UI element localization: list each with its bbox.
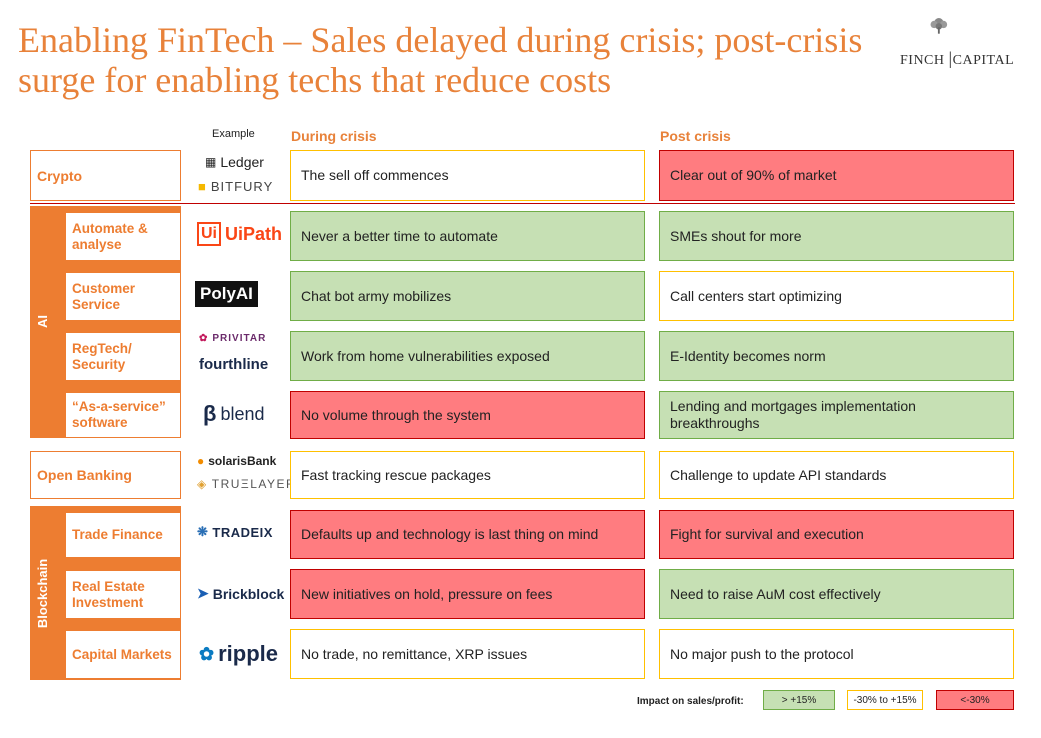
category-customer-service: Customer Service bbox=[65, 272, 181, 321]
cell-customer-service-post: Call centers start optimizing bbox=[659, 271, 1014, 321]
cell-as-a-service-during: No volume through the system bbox=[290, 391, 645, 439]
brand-privitar: ✿ PRIVITAR bbox=[199, 333, 267, 344]
cell-trade-finance-post: Fight for survival and execution bbox=[659, 510, 1014, 559]
brand-truelayer: ◈ TRUΞLAYER bbox=[197, 477, 297, 491]
header-during-crisis: During crisis bbox=[291, 128, 377, 144]
brand-blend: β blend bbox=[203, 401, 265, 426]
brand-bitfury: ■ BITFURY bbox=[198, 179, 274, 194]
brand-polyai: PolyAI bbox=[195, 281, 258, 307]
blend-icon: β bbox=[203, 401, 217, 426]
category-trade-finance: Trade Finance bbox=[65, 512, 181, 558]
cell-open-banking-post: Challenge to update API standards bbox=[659, 451, 1014, 499]
header-post-crisis: Post crisis bbox=[660, 128, 731, 144]
brand-ripple: ✿ ripple bbox=[199, 641, 278, 666]
cell-automate-post: SMEs shout for more bbox=[659, 211, 1014, 261]
category-automate-analyse: Automate & analyse bbox=[65, 212, 181, 261]
cell-regtech-during: Work from home vulnerabilities exposed bbox=[290, 331, 645, 381]
brand-brickblock: ➤ Brickblock bbox=[197, 585, 285, 602]
group-ai-label: AI bbox=[35, 315, 50, 328]
legend-positive: > +15% bbox=[763, 690, 835, 710]
category-crypto: Crypto bbox=[30, 150, 181, 201]
cell-trade-finance-during: Defaults up and technology is last thing… bbox=[290, 510, 645, 559]
category-real-estate-investment: Real Estate Investment bbox=[65, 570, 181, 619]
brand-tradeix: ❋ TRADEIX bbox=[197, 524, 273, 540]
brickblock-icon: ➤ bbox=[197, 585, 209, 601]
tradeix-icon: ❋ bbox=[197, 524, 209, 539]
cell-crypto-post: Clear out of 90% of market bbox=[659, 150, 1014, 201]
logo-text: FINCH |CAPITAL bbox=[900, 48, 1015, 68]
truelayer-icon: ◈ bbox=[197, 477, 208, 491]
ledger-icon: ▦ bbox=[205, 155, 217, 169]
cell-real-estate-post: Need to raise AuM cost effectively bbox=[659, 569, 1014, 619]
cell-capital-markets-post: No major push to the protocol bbox=[659, 629, 1014, 679]
divider-line bbox=[30, 203, 1015, 204]
category-capital-markets: Capital Markets bbox=[65, 630, 181, 679]
page-title: Enabling FinTech – Sales delayed during … bbox=[18, 20, 863, 100]
solarisbank-icon: ● bbox=[197, 454, 205, 468]
category-open-banking: Open Banking bbox=[30, 451, 181, 499]
cell-as-a-service-post: Lending and mortgages implementation bre… bbox=[659, 391, 1014, 439]
group-blockchain-label: Blockchain bbox=[35, 558, 51, 629]
privitar-icon: ✿ bbox=[199, 333, 209, 344]
cell-capital-markets-during: No trade, no remittance, XRP issues bbox=[290, 629, 645, 679]
legend-neutral: -30% to +15% bbox=[847, 690, 923, 710]
cell-open-banking-during: Fast tracking rescue packages bbox=[290, 451, 645, 499]
header-example: Example bbox=[212, 128, 255, 140]
brand-ledger: ▦ Ledger bbox=[205, 154, 264, 170]
ripple-icon: ✿ bbox=[199, 643, 215, 664]
brand-fourthline: fourthline bbox=[199, 356, 269, 373]
finch-capital-tree-logo bbox=[930, 18, 948, 34]
cell-customer-service-during: Chat bot army mobilizes bbox=[290, 271, 645, 321]
category-regtech-security: RegTech/ Security bbox=[65, 332, 181, 381]
cell-crypto-during: The sell off commences bbox=[290, 150, 645, 201]
brand-uipath: Ui UiPath bbox=[197, 222, 282, 246]
legend-label: Impact on sales/profit: bbox=[637, 696, 744, 707]
cell-regtech-post: E-Identity becomes norm bbox=[659, 331, 1014, 381]
cell-automate-during: Never a better time to automate bbox=[290, 211, 645, 261]
brand-solarisbank: ● solarisBank bbox=[197, 454, 277, 468]
cell-real-estate-during: New initiatives on hold, pressure on fee… bbox=[290, 569, 645, 619]
legend-negative: <-30% bbox=[936, 690, 1014, 710]
bitfury-icon: ■ bbox=[198, 179, 207, 194]
category-as-a-service: “As-a-service” software bbox=[65, 392, 181, 438]
